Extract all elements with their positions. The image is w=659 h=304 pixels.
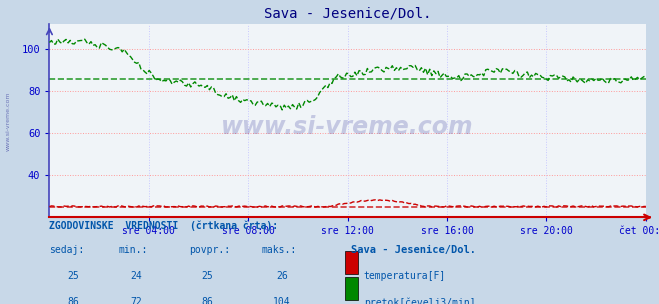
Title: Sava - Jesenice/Dol.: Sava - Jesenice/Dol. bbox=[264, 6, 432, 20]
Text: 25: 25 bbox=[67, 271, 79, 281]
Text: pretok[čevelj3/min]: pretok[čevelj3/min] bbox=[364, 297, 475, 304]
Text: 25: 25 bbox=[202, 271, 214, 281]
Text: www.si-vreme.com: www.si-vreme.com bbox=[221, 115, 474, 139]
Text: sedaj:: sedaj: bbox=[49, 245, 84, 255]
Text: 86: 86 bbox=[67, 297, 79, 304]
Text: 24: 24 bbox=[130, 271, 142, 281]
Text: povpr.:: povpr.: bbox=[190, 245, 231, 255]
Text: maks.:: maks.: bbox=[261, 245, 297, 255]
Text: Sava - Jesenice/Dol.: Sava - Jesenice/Dol. bbox=[351, 245, 476, 255]
Text: min.:: min.: bbox=[118, 245, 148, 255]
Text: www.si-vreme.com: www.si-vreme.com bbox=[5, 92, 11, 151]
Text: temperatura[F]: temperatura[F] bbox=[364, 271, 446, 281]
Bar bbox=[345, 277, 358, 300]
Text: 86: 86 bbox=[202, 297, 214, 304]
Text: 72: 72 bbox=[130, 297, 142, 304]
Text: 104: 104 bbox=[273, 297, 291, 304]
Text: 26: 26 bbox=[276, 271, 288, 281]
Text: ZGODOVINSKE  VREDNOSTI  (črtkana črta):: ZGODOVINSKE VREDNOSTI (črtkana črta): bbox=[49, 220, 279, 231]
Bar bbox=[345, 250, 358, 274]
